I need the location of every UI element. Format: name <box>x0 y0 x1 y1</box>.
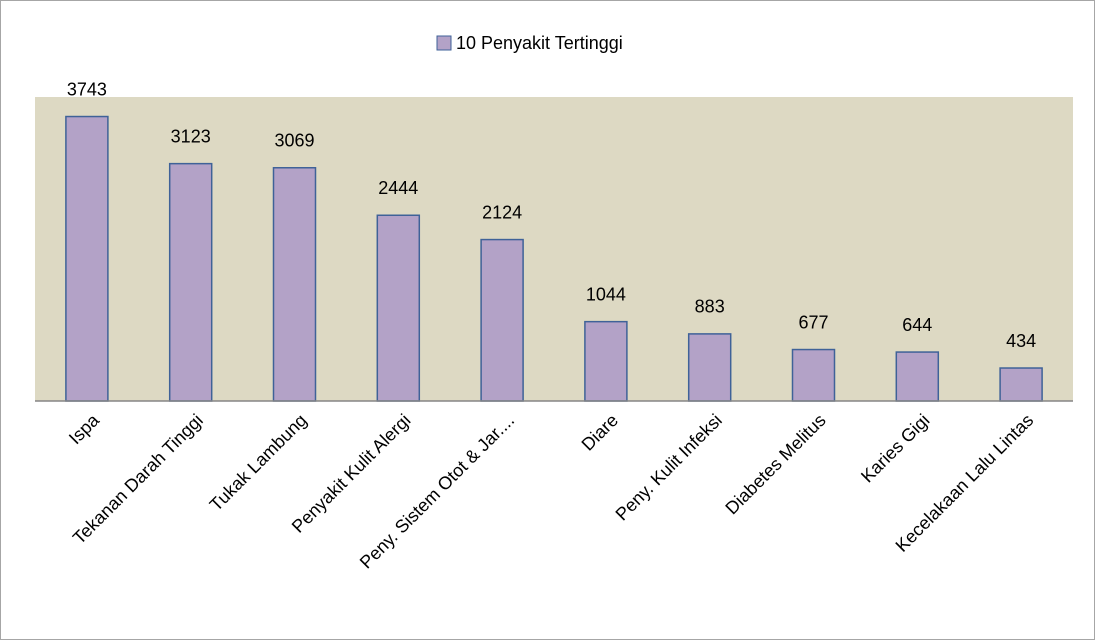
bar <box>584 320 628 402</box>
bar <box>999 367 1043 402</box>
legend-label: 10 Penyakit Tertinggi <box>456 33 623 53</box>
data-label: 883 <box>695 297 725 317</box>
data-label: 434 <box>1006 331 1036 351</box>
data-label: 1044 <box>586 284 626 304</box>
data-label: 3069 <box>274 131 314 151</box>
data-label: 677 <box>798 312 828 332</box>
data-label: 3123 <box>171 126 211 146</box>
bar <box>687 333 732 402</box>
data-label: 2124 <box>482 202 522 222</box>
data-label: 644 <box>902 315 932 335</box>
bar <box>168 162 213 402</box>
bar <box>376 214 421 402</box>
bar <box>480 238 524 402</box>
bar <box>65 115 109 402</box>
legend-swatch <box>436 35 452 51</box>
bar <box>791 348 836 402</box>
bar <box>272 167 317 402</box>
data-label: 2444 <box>378 178 418 198</box>
bar <box>895 351 940 402</box>
data-label: 3743 <box>67 79 107 99</box>
